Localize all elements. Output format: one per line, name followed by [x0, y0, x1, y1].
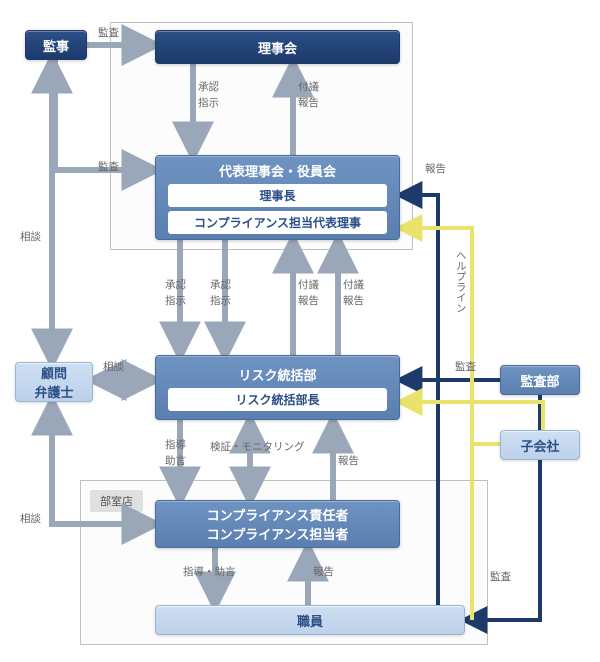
node-label: 子会社: [520, 436, 559, 455]
edge-label: 付議: [298, 80, 319, 95]
edge-label: 監査: [455, 360, 476, 375]
node-compliance: コンプライアンス責任者 コンプライアンス担当者: [155, 500, 400, 548]
panel-lower-label: 部室店: [90, 490, 143, 512]
edge-label: 監査: [98, 160, 119, 175]
edge-label: 承認: [165, 278, 186, 293]
node-label: リスク統括部: [238, 365, 316, 384]
node-label: 代表理事会・役員会: [219, 161, 336, 180]
edge-label: 監査: [98, 26, 119, 41]
node-sublabel: 弁護士: [34, 382, 73, 401]
edge-label: 報告: [313, 565, 334, 580]
inner-riskhead: リスク統括部長: [168, 388, 387, 411]
node-label: 職員: [297, 611, 323, 630]
edge-label: 指示: [198, 96, 219, 111]
node-label: 顧問: [41, 363, 67, 382]
edge-label: 承認: [198, 80, 219, 95]
edge-label: 検証・モニタリング: [210, 440, 305, 455]
edge-label: 指示: [210, 294, 231, 309]
edge-label: 付議: [298, 278, 319, 293]
node-rijikai: 理事会: [155, 30, 400, 64]
edge-label: 相談: [103, 360, 124, 375]
edge-label: 指示: [165, 294, 186, 309]
edge-label: 助言: [165, 454, 186, 469]
node-kogaisha: 子会社: [500, 430, 580, 460]
node-daihyo: 代表理事会・役員会 理事長 コンプライアンス担当代表理事: [155, 155, 400, 240]
edge-label: ヘルプライン: [453, 250, 468, 313]
edge-label: 相談: [20, 230, 41, 245]
node-label: 理事会: [258, 38, 297, 57]
node-label: コンプライアンス責任者: [207, 505, 349, 524]
edge-label: 報告: [298, 294, 319, 309]
edge-label: 報告: [338, 454, 359, 469]
diagram-canvas: 部室店 監事 理事会 代表理事会・役員会 理事長 コンプライアンス担当代表理事 …: [0, 0, 600, 662]
edge-label: 指導・助言: [183, 565, 236, 580]
edge-label: 相談: [20, 512, 41, 527]
edge-label: 報告: [425, 162, 446, 177]
inner-rijicho: 理事長: [168, 184, 387, 207]
node-label: 監査部: [520, 371, 559, 390]
node-kanji: 監事: [25, 30, 87, 60]
node-komon: 顧問 弁護士: [15, 362, 93, 402]
node-kansabu: 監査部: [500, 365, 580, 395]
edge-label: 報告: [343, 294, 364, 309]
edge-label: 報告: [298, 96, 319, 111]
node-risk: リスク統括部 リスク統括部長: [155, 355, 400, 420]
edge-label: 監査: [490, 570, 511, 585]
node-label: 監事: [43, 36, 69, 55]
node-label: コンプライアンス担当者: [207, 524, 349, 543]
node-shokuin: 職員: [155, 605, 465, 635]
edge-label: 付議: [343, 278, 364, 293]
inner-compliance: コンプライアンス担当代表理事: [168, 211, 387, 234]
edge-label: 承認: [210, 278, 231, 293]
edge-label: 指導: [165, 438, 186, 453]
